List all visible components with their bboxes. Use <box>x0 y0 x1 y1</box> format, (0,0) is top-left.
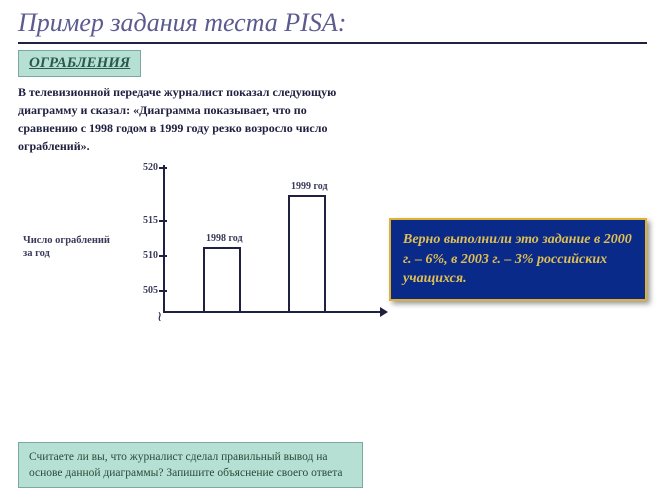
y-axis-label: Число ограблений за год <box>23 235 113 260</box>
axis-break-icon: ≀ <box>157 313 162 320</box>
subtitle: ОГРАБЛЕНИЯ <box>18 50 141 77</box>
y-tick <box>159 255 167 257</box>
y-tick <box>159 290 167 292</box>
bar-label: 1998 год <box>206 233 243 244</box>
bar-chart: Число ограблений за год ≀ 520515510505 1… <box>28 165 398 335</box>
bar <box>203 247 241 311</box>
x-axis <box>163 311 383 313</box>
result-callout: Верно выполнили это задание в 2000 г. – … <box>389 218 647 301</box>
y-tick <box>159 220 167 222</box>
question-box: Считаете ли вы, что журналист сделал пра… <box>18 442 363 488</box>
slide-container: Пример задания теста PISA: ОГРАБЛЕНИЯ В … <box>0 0 665 500</box>
intro-text: В телевизионной передаче журналист показ… <box>18 83 358 155</box>
slide-title: Пример задания теста PISA: <box>18 8 647 44</box>
y-tick <box>159 167 167 169</box>
x-axis-arrow-icon <box>380 307 388 317</box>
y-tick-label: 505 <box>128 285 158 296</box>
y-tick-label: 515 <box>128 215 158 226</box>
y-tick-label: 510 <box>128 250 158 261</box>
y-tick-label: 520 <box>128 162 158 173</box>
bar <box>288 195 326 311</box>
bar-label: 1999 год <box>291 181 328 192</box>
